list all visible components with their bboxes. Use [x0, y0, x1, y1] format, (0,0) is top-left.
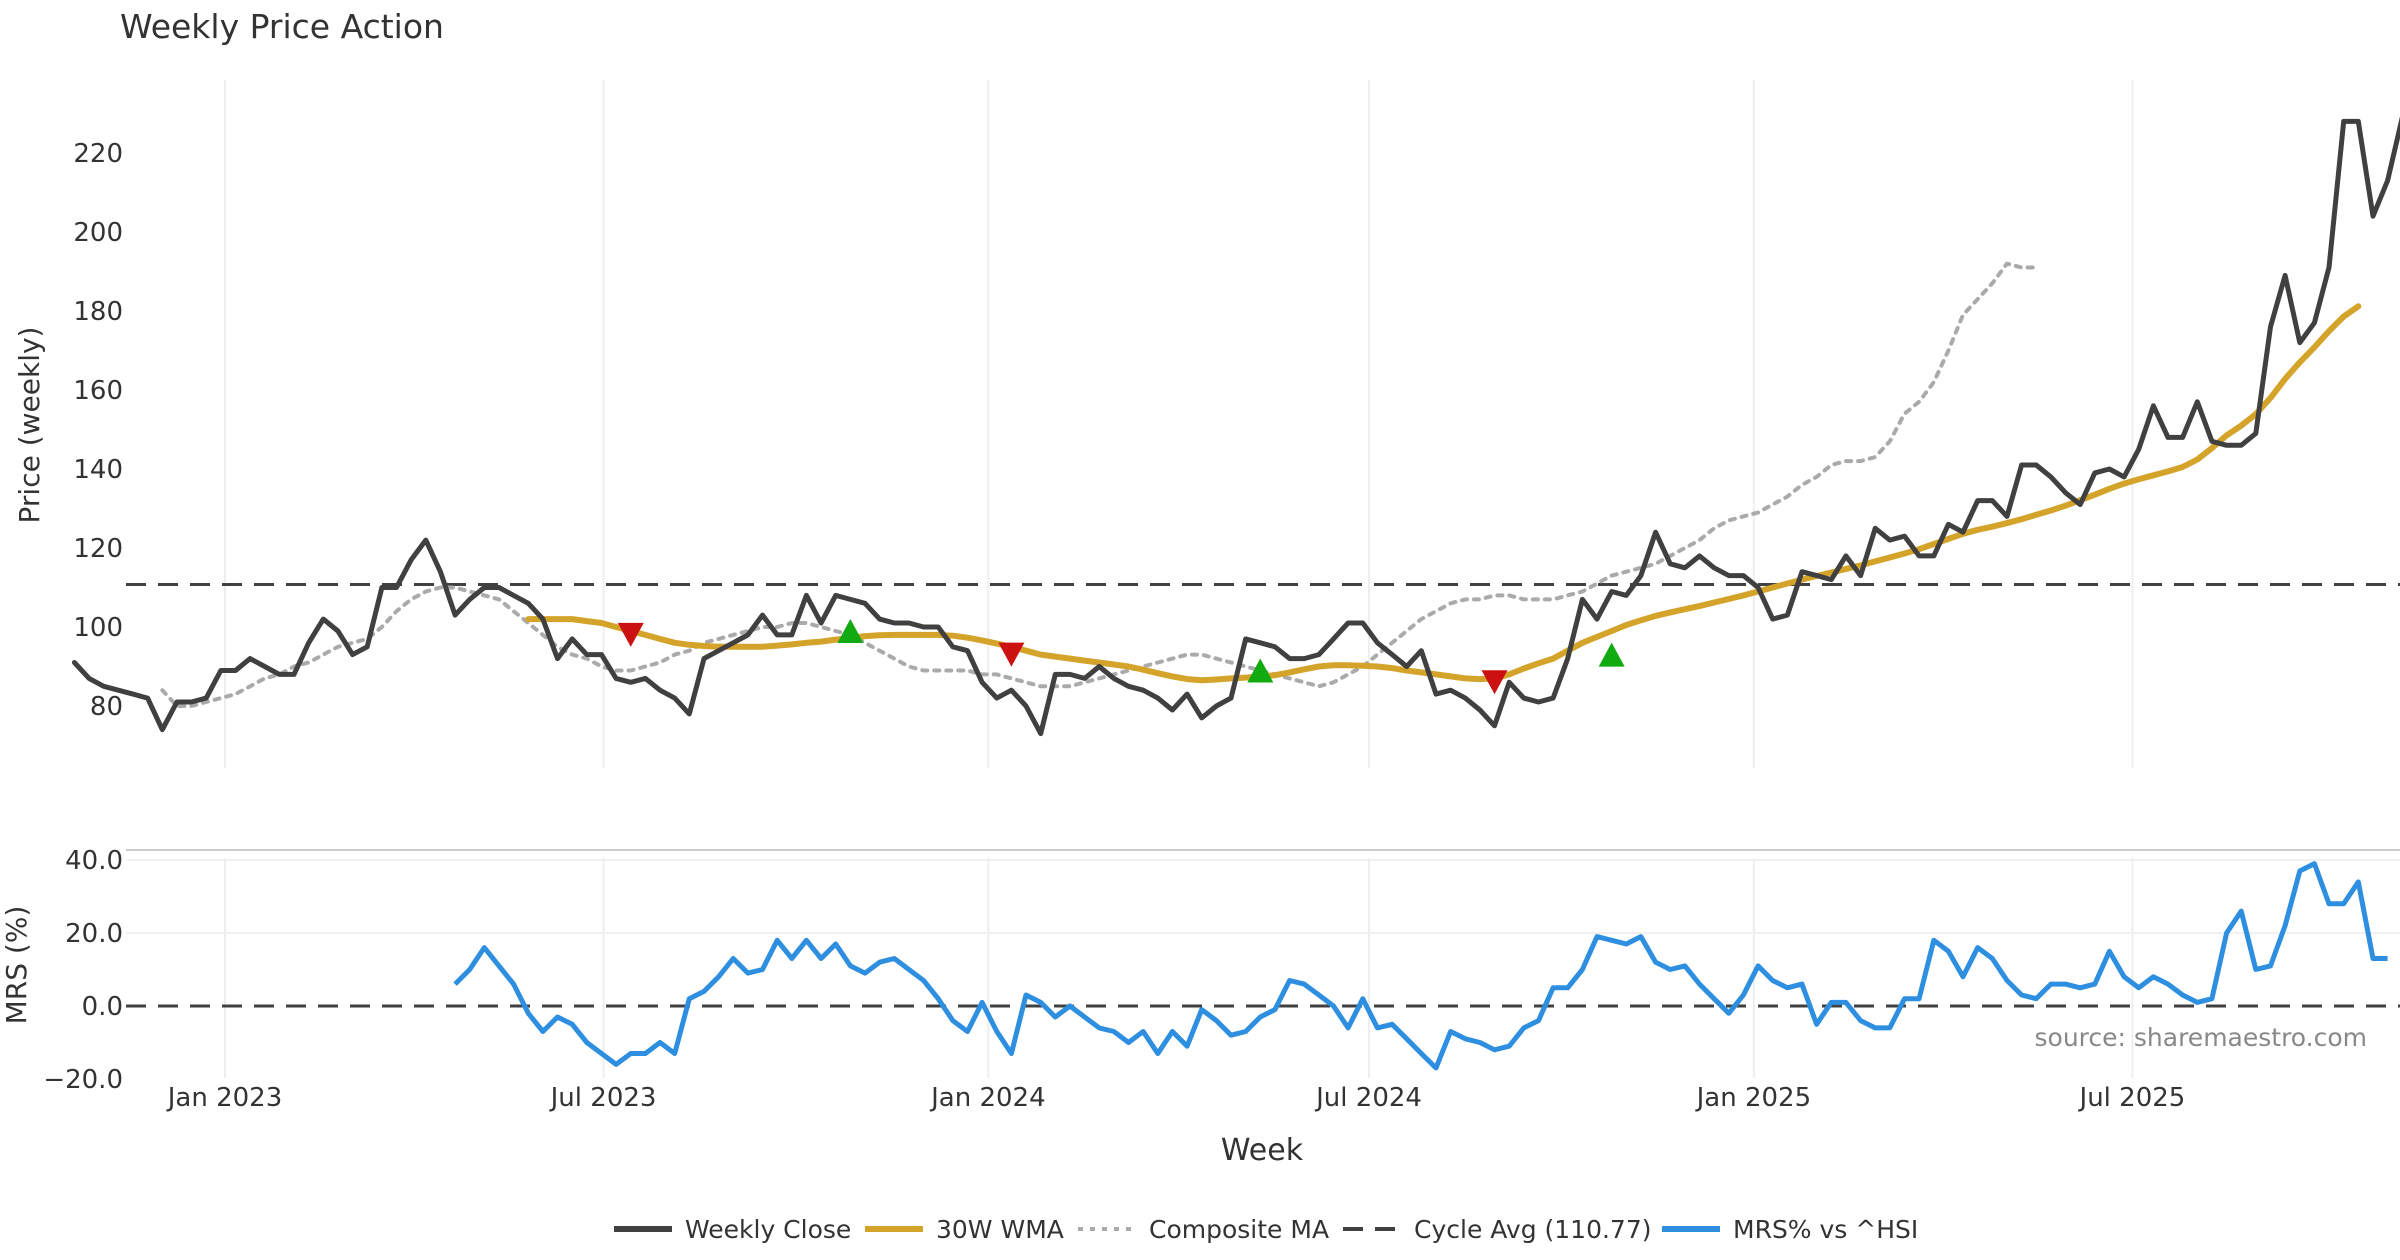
- price-y-axis-label: Price (weekly): [13, 327, 46, 524]
- legend-label: Composite MA: [1149, 1215, 1329, 1244]
- price-panel: 80 100 120 140 160 180 200 220 Price (weekly): [13, 116, 2400, 737]
- price-y-ticks: 80 100 120 140 160 180 200 220: [73, 139, 123, 722]
- mrs-series: [453, 861, 2388, 1071]
- price-y-tick-label: 160: [73, 376, 123, 406]
- buy-signal-marker: [837, 618, 864, 643]
- price-y-tick-label: 200: [73, 218, 123, 248]
- series-composite-ma: [160, 261, 2039, 708]
- vertical-grid: [224, 80, 2134, 1078]
- mrs-y-tick-label: 0.0: [82, 992, 123, 1022]
- signal-markers: [617, 618, 1625, 695]
- buy-signal-marker: [1598, 642, 1625, 667]
- legend-label: Cycle Avg (110.77): [1414, 1215, 1652, 1244]
- price-y-tick-label: 140: [73, 455, 123, 485]
- sell-signal-marker: [1481, 670, 1508, 695]
- x-tick-label: Jan 2023: [166, 1083, 283, 1113]
- price-series: [71, 116, 2400, 737]
- series-mrs-vs-hsi: [453, 861, 2388, 1071]
- series-30w-wma: [525, 303, 2362, 684]
- legend-item-composite-ma: Composite MA: [1078, 1215, 1329, 1244]
- price-y-tick-label: 220: [73, 139, 123, 169]
- legend-label: Weekly Close: [685, 1215, 851, 1244]
- legend: Weekly Close 30W WMA Composite MA Cycle Avg…: [614, 1215, 1918, 1244]
- x-axis-ticks: Jan 2023 Jul 2023 Jan 2024 Jul 2024 Jan 2025…: [166, 1083, 2186, 1113]
- legend-label: MRS% vs ^HSI: [1733, 1215, 1918, 1244]
- legend-item-mrs-vs-hsi: MRS% vs ^HSI: [1662, 1215, 1918, 1244]
- x-tick-label: Jan 2025: [1695, 1083, 1812, 1113]
- legend-label: 30W WMA: [936, 1215, 1064, 1244]
- mrs-y-tick-label: −20.0: [43, 1065, 123, 1095]
- price-y-tick-label: 80: [90, 692, 123, 722]
- mrs-y-axis-label: MRS (%): [0, 906, 33, 1025]
- legend-item-weekly-close: Weekly Close: [614, 1215, 851, 1244]
- price-y-tick-label: 120: [73, 534, 123, 564]
- price-y-tick-label: 180: [73, 297, 123, 327]
- x-axis-label: Week: [1221, 1133, 1304, 1168]
- price-y-tick-label: 100: [73, 613, 123, 643]
- sell-signal-marker: [617, 622, 644, 647]
- mrs-panel: −20.0 0.0 20.0 40.0 MRS (%) source: sharema…: [0, 846, 2400, 1095]
- mrs-y-ticks: −20.0 0.0 20.0 40.0: [43, 846, 2400, 1095]
- legend-item-30w-wma: 30W WMA: [865, 1215, 1064, 1244]
- series-weekly-close: [71, 116, 2400, 737]
- chart-title: Weekly Price Action: [120, 7, 444, 46]
- x-tick-label: Jul 2024: [1314, 1083, 1422, 1113]
- sell-signal-marker: [998, 642, 1025, 667]
- mrs-y-tick-label: 20.0: [65, 919, 123, 949]
- x-tick-label: Jul 2025: [2078, 1083, 2186, 1113]
- x-tick-label: Jul 2023: [549, 1083, 657, 1113]
- source-note: source: sharemaestro.com: [2035, 1023, 2368, 1052]
- x-tick-label: Jan 2024: [929, 1083, 1046, 1113]
- buy-signal-marker: [1247, 658, 1274, 683]
- legend-item-cycle-avg-110-77: Cycle Avg (110.77): [1343, 1215, 1652, 1244]
- mrs-y-tick-label: 40.0: [65, 846, 123, 876]
